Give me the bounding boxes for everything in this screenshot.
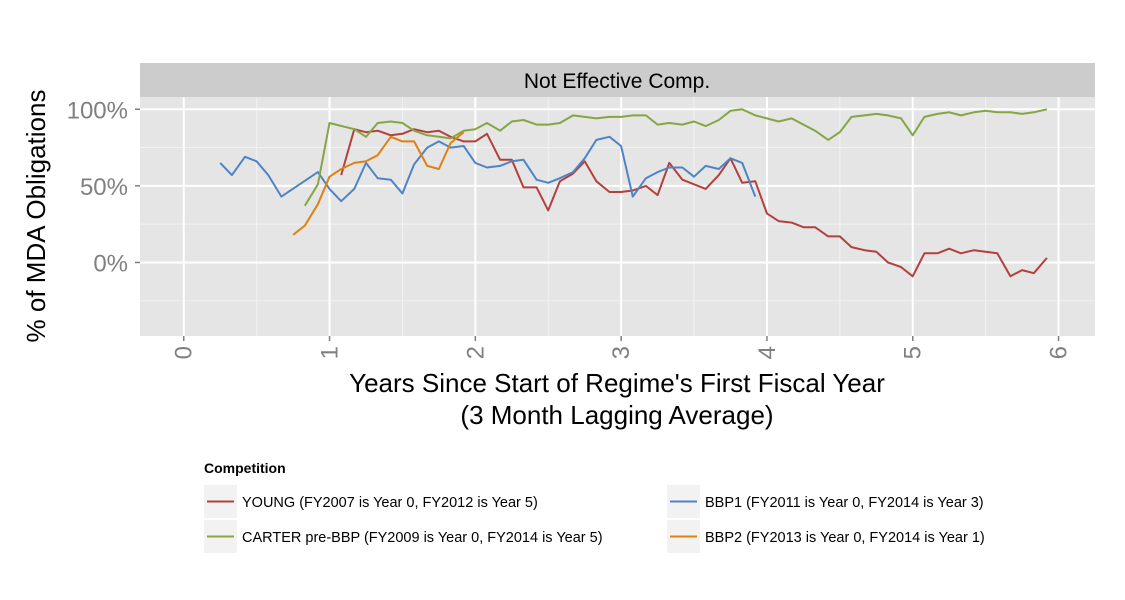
x-axis-title-line1: Years Since Start of Regime's First Fisc… [349, 368, 885, 398]
panel-title: Not Effective Comp. [524, 70, 710, 93]
plot-panel [140, 97, 1095, 336]
y-tick-label: 50% [80, 174, 128, 201]
data-series [219, 108, 1048, 278]
y-axis-ticks: 0% 50% 100% [67, 97, 140, 277]
legend-entry-label: BBP1 (FY2011 is Year 0, FY2014 is Year 3… [705, 495, 984, 511]
legend-entry-label: YOUNG (FY2007 is Year 0, FY2012 is Year … [242, 495, 538, 511]
y-axis-title: % of MDA Obligations [21, 90, 51, 343]
x-axis-title-line2: (3 Month Lagging Average) [460, 400, 773, 430]
x-axis-ticks: 0 1 2 3 4 5 6 [171, 336, 1073, 359]
x-tick-label: 0 [171, 346, 198, 359]
x-tick-label: 2 [462, 346, 489, 359]
legend-title: Competition [204, 460, 286, 476]
series-line-4 [292, 131, 465, 236]
y-tick-label: 100% [67, 97, 128, 124]
x-tick-label: 3 [608, 346, 635, 359]
legend-entry-label: BBP2 (FY2013 is Year 0, FY2014 is Year 1… [705, 530, 985, 546]
legend: Competition YOUNG (FY2007 is Year 0, FY2… [204, 460, 985, 553]
panel-strip [140, 63, 1095, 97]
x-tick-label: 6 [1046, 346, 1073, 359]
y-tick-label: 0% [93, 250, 128, 277]
legend-entry-label: CARTER pre-BBP (FY2009 is Year 0, FY2014… [242, 530, 603, 546]
series-line-3 [303, 108, 1048, 207]
series-line-1 [340, 128, 1048, 278]
series-line-2 [219, 135, 757, 203]
x-tick-label: 5 [900, 346, 927, 359]
x-tick-label: 1 [317, 346, 344, 359]
x-tick-label: 4 [754, 346, 781, 359]
